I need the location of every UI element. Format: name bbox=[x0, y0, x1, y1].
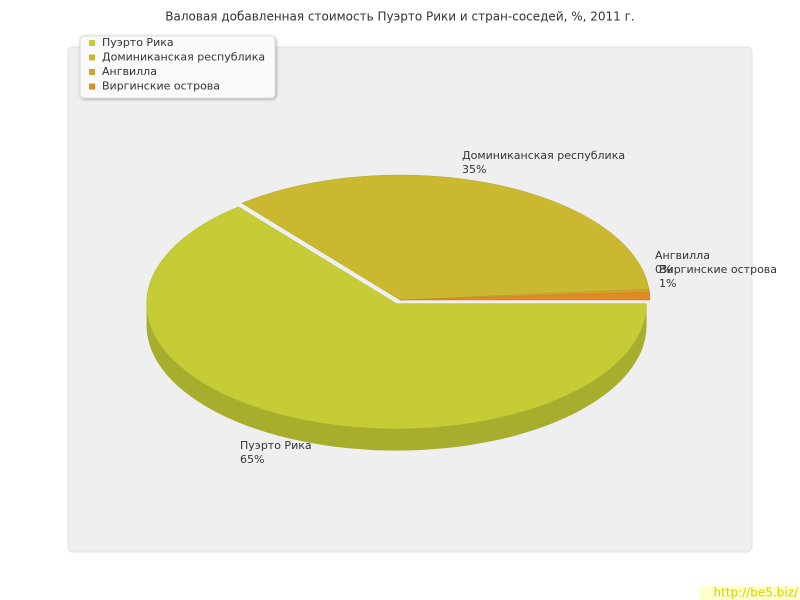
legend-label: Ангвилла bbox=[102, 65, 157, 78]
legend: Пуэрто Рика Доминиканская республикаАнгви… bbox=[79, 35, 276, 99]
slice-label: Доминиканская республика bbox=[462, 149, 625, 162]
watermark: http://be5.biz/ bbox=[713, 586, 798, 600]
slice-value-label: 65% bbox=[240, 453, 264, 466]
legend-swatch bbox=[89, 69, 95, 75]
legend-swatch bbox=[89, 54, 95, 61]
slice bbox=[399, 292, 651, 301]
legend-swatch bbox=[89, 83, 95, 90]
legend-label: Пуэрто Рика bbox=[102, 36, 174, 49]
watermark-bg bbox=[700, 586, 800, 600]
slice-value-label: 35% bbox=[462, 163, 486, 176]
slice-value-label: 0% bbox=[655, 263, 672, 276]
slice-side bbox=[146, 303, 647, 451]
legend-swatch bbox=[89, 40, 95, 46]
slice-label: Пуэрто Рика bbox=[240, 439, 312, 452]
legend-label: Виргинские острова bbox=[102, 80, 220, 93]
slice-label: Ангвилла bbox=[655, 249, 710, 262]
slice-value-label: 1% bbox=[659, 277, 676, 290]
chart-title: Валовая добавленная стоимость Пуэрто Рик… bbox=[165, 10, 635, 24]
legend-label: Доминиканская республика bbox=[102, 51, 265, 64]
slice bbox=[146, 206, 647, 429]
slice-label: Виргинские острова bbox=[659, 263, 777, 276]
legend-box bbox=[79, 35, 276, 99]
slice bbox=[241, 174, 650, 301]
